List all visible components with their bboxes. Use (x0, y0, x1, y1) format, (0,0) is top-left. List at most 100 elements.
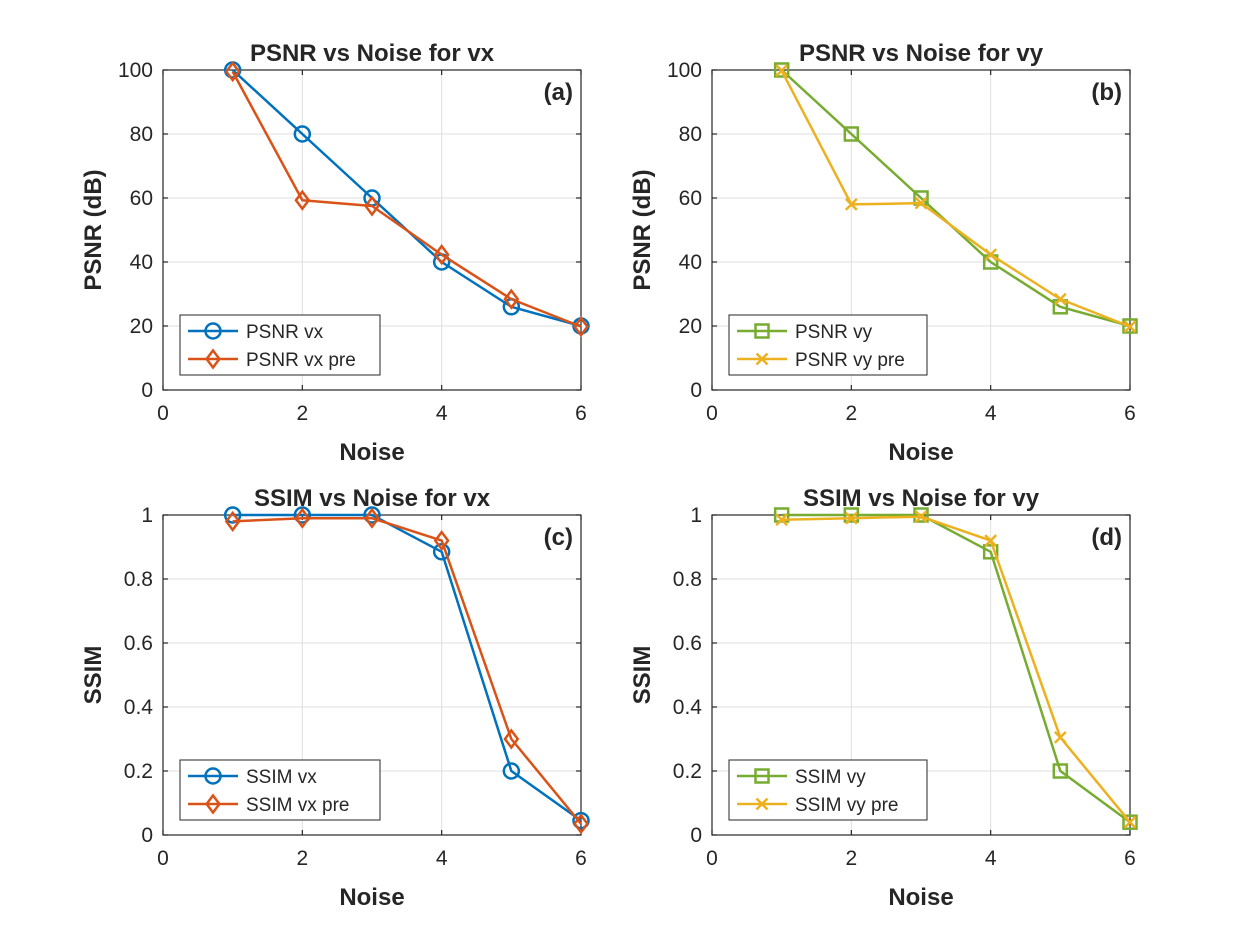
x-tick-label: 6 (1124, 402, 1136, 425)
y-tick-label: 40 (679, 251, 702, 274)
data-point (573, 316, 589, 338)
x-tick-label: 2 (296, 847, 308, 870)
legend: PSNR vx PSNR vx pre (179, 314, 381, 376)
panel-label: (d) (1091, 524, 1122, 551)
y-tick-label: 20 (679, 315, 702, 338)
data-point (1123, 815, 1137, 829)
y-tick-label: 0.2 (673, 760, 702, 783)
y-tick-label: 80 (679, 123, 702, 146)
y-tick-label: 0 (141, 824, 153, 847)
y-axis-label: SSIM (80, 646, 107, 705)
data-point (433, 530, 450, 552)
y-tick-label: 0.6 (673, 632, 702, 655)
y-tick-label: 0 (690, 379, 702, 402)
data-point (984, 248, 998, 262)
y-tick-label: 60 (679, 187, 702, 210)
data-point (224, 510, 241, 532)
data-point (844, 198, 858, 211)
y-tick-label: 80 (130, 123, 153, 146)
panel-label: (c) (544, 524, 573, 551)
y-tick-label: 0.2 (124, 760, 153, 783)
data-point (984, 534, 998, 547)
y-tick-label: 20 (130, 315, 153, 338)
legend: SSIM vy SSIM vy pre (728, 759, 928, 821)
legend-marker (754, 768, 770, 784)
x-tick-label: 6 (575, 402, 587, 425)
data-point (223, 506, 242, 524)
legend-entry: SSIM vx pre (246, 795, 349, 816)
y-tick-label: 1 (690, 504, 702, 527)
x-tick-label: 6 (1124, 847, 1136, 870)
x-tick-label: 4 (436, 402, 448, 425)
x-tick-label: 4 (985, 402, 997, 425)
x-tick-label: 4 (436, 847, 448, 870)
y-axis-label: PSNR (dB) (629, 169, 656, 290)
y-tick-label: 0 (690, 824, 702, 847)
y-tick-label: 0.4 (124, 696, 154, 719)
panel-label: (b) (1091, 79, 1122, 106)
legend-entry: PSNR vy pre (795, 350, 905, 371)
data-point (914, 196, 928, 210)
legend-entry: SSIM vy pre (795, 795, 898, 816)
x-tick-label: 0 (706, 402, 718, 425)
series-line (232, 516, 582, 825)
data-point (1052, 763, 1069, 779)
legend-marker (755, 797, 769, 811)
data-point (913, 507, 929, 523)
y-tick-label: 0.8 (673, 568, 702, 591)
legend-marker (755, 352, 769, 366)
y-axis-label: PSNR (dB) (80, 169, 107, 290)
data-point (294, 189, 311, 211)
data-point (1123, 320, 1137, 334)
x-tick-label: 0 (706, 847, 718, 870)
series-line (781, 515, 1131, 823)
data-point (503, 728, 520, 750)
y-tick-label: 1 (141, 504, 153, 527)
axes-box (711, 69, 1131, 391)
legend-marker (204, 767, 222, 785)
data-point (1122, 814, 1138, 830)
data-point (293, 125, 312, 143)
series-line (232, 513, 582, 822)
y-tick-label: 0 (141, 379, 153, 402)
y-tick-label: 100 (118, 59, 153, 82)
y-axis-label: SSIM (629, 646, 656, 705)
panel-label: (a) (544, 79, 573, 106)
chart-title: PSNR vs Noise for vx (250, 40, 495, 67)
data-point (914, 510, 928, 523)
data-point (1053, 731, 1067, 744)
x-tick-label: 6 (575, 847, 587, 870)
data-point (363, 506, 381, 524)
data-point (294, 507, 311, 529)
data-point (293, 506, 312, 524)
legend: PSNR vy PSNR vy pre (728, 314, 928, 376)
data-point (1053, 292, 1067, 306)
series-line (231, 71, 582, 328)
x-tick-label: 2 (296, 402, 308, 425)
data-point (364, 195, 380, 217)
data-point (502, 762, 521, 780)
data-point (843, 126, 860, 142)
x-axis-label: Noise (339, 884, 404, 911)
data-point (773, 62, 790, 78)
data-point (364, 507, 380, 529)
y-tick-label: 40 (130, 251, 153, 274)
data-point (982, 544, 999, 560)
x-tick-label: 2 (845, 402, 857, 425)
series-line (781, 513, 1131, 824)
x-tick-label: 2 (845, 847, 857, 870)
y-tick-label: 100 (667, 59, 702, 82)
data-point (775, 513, 789, 527)
x-axis-label: Noise (888, 439, 953, 466)
x-tick-label: 4 (985, 847, 997, 870)
data-point (1122, 318, 1138, 334)
data-point (775, 64, 789, 78)
legend-marker (754, 323, 770, 339)
axes-box (162, 69, 582, 391)
legend-marker (204, 322, 222, 340)
y-tick-label: 0.8 (124, 568, 153, 591)
data-point (433, 244, 450, 266)
data-point (843, 507, 860, 523)
